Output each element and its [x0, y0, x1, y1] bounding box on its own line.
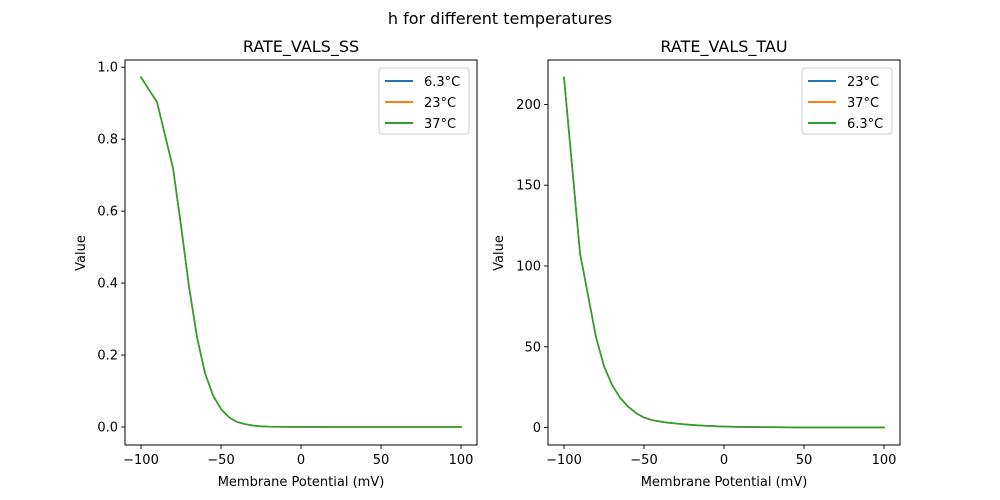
y-tick-label: 50	[524, 340, 541, 355]
x-axis-label: Membrane Potential (mV)	[641, 475, 808, 490]
subplot-rate-vals-tau: RATE_VALS_TAU −100 −50 0 50 100 0 50 100 150 200 2…	[492, 37, 901, 490]
series-line-3	[563, 76, 885, 429]
subplot-rate-vals-ss: RATE_VALS_SS −100 −50 0 50 100 0.0 0.2 0.4 0.6 0.…	[74, 37, 478, 490]
subplot-title: RATE_VALS_TAU	[660, 37, 787, 57]
x-tick-label: 100	[872, 453, 897, 468]
legend-label: 23°C	[424, 96, 456, 111]
y-tick-label: 0.6	[97, 205, 118, 220]
legend-item: 37°C	[385, 117, 456, 132]
y-tick-label: 0.0	[97, 421, 118, 436]
y-tick-label: 0.8	[97, 133, 118, 148]
legend-item: 6.3°C	[385, 75, 460, 90]
x-tick-label: 50	[796, 453, 813, 468]
y-tick-label: 200	[516, 98, 541, 113]
plot-area: −100 −50 0 50 100 0.0 0.2 0.4 0.6 0.8 1.0 6.3°C 23°C…	[97, 59, 478, 468]
y-tick-label: 1.0	[97, 61, 118, 76]
y-tick-label: 0	[533, 421, 541, 436]
x-tick-label: −100	[546, 453, 582, 468]
legend-label: 23°C	[847, 75, 879, 90]
legend: 23°C 37°C 6.3°C	[801, 67, 893, 135]
legend-item: 37°C	[808, 96, 879, 111]
x-tick-label: 50	[373, 453, 390, 468]
x-tick-label: 0	[297, 453, 305, 468]
x-tick-label: 0	[720, 453, 728, 468]
x-tick-label: −100	[123, 453, 159, 468]
series-lines	[139, 76, 462, 428]
x-tick-label: 100	[449, 453, 474, 468]
legend-label: 37°C	[424, 117, 456, 132]
y-tick-label: 0.2	[97, 349, 118, 364]
legend-item: 6.3°C	[808, 117, 883, 132]
legend-box	[378, 67, 470, 135]
y-axis-label: Value	[492, 235, 507, 271]
legend: 6.3°C 23°C 37°C	[378, 67, 470, 135]
legend-label: 6.3°C	[847, 117, 883, 132]
legend-item: 23°C	[808, 75, 879, 90]
plot-area: −100 −50 0 50 100 0 50 100 150 200 23°C 37°C 6.3°C	[516, 59, 901, 468]
x-tick-label: −50	[207, 453, 234, 468]
y-axis-label: Value	[74, 235, 89, 271]
series-lines	[563, 76, 885, 429]
y-tick-label: 0.4	[97, 277, 118, 292]
x-axis-label: Membrane Potential (mV)	[218, 475, 385, 490]
legend-box	[801, 67, 893, 135]
subplot-title: RATE_VALS_SS	[243, 37, 359, 57]
x-tick-label: −50	[630, 453, 657, 468]
legend-label: 6.3°C	[424, 75, 460, 90]
legend-item: 23°C	[385, 96, 456, 111]
y-tick-label: 150	[516, 179, 541, 194]
legend-label: 37°C	[847, 96, 879, 111]
figure-suptitle: h for different temperatures	[388, 9, 612, 28]
y-tick-label: 100	[516, 259, 541, 274]
series-line-3	[139, 76, 462, 428]
